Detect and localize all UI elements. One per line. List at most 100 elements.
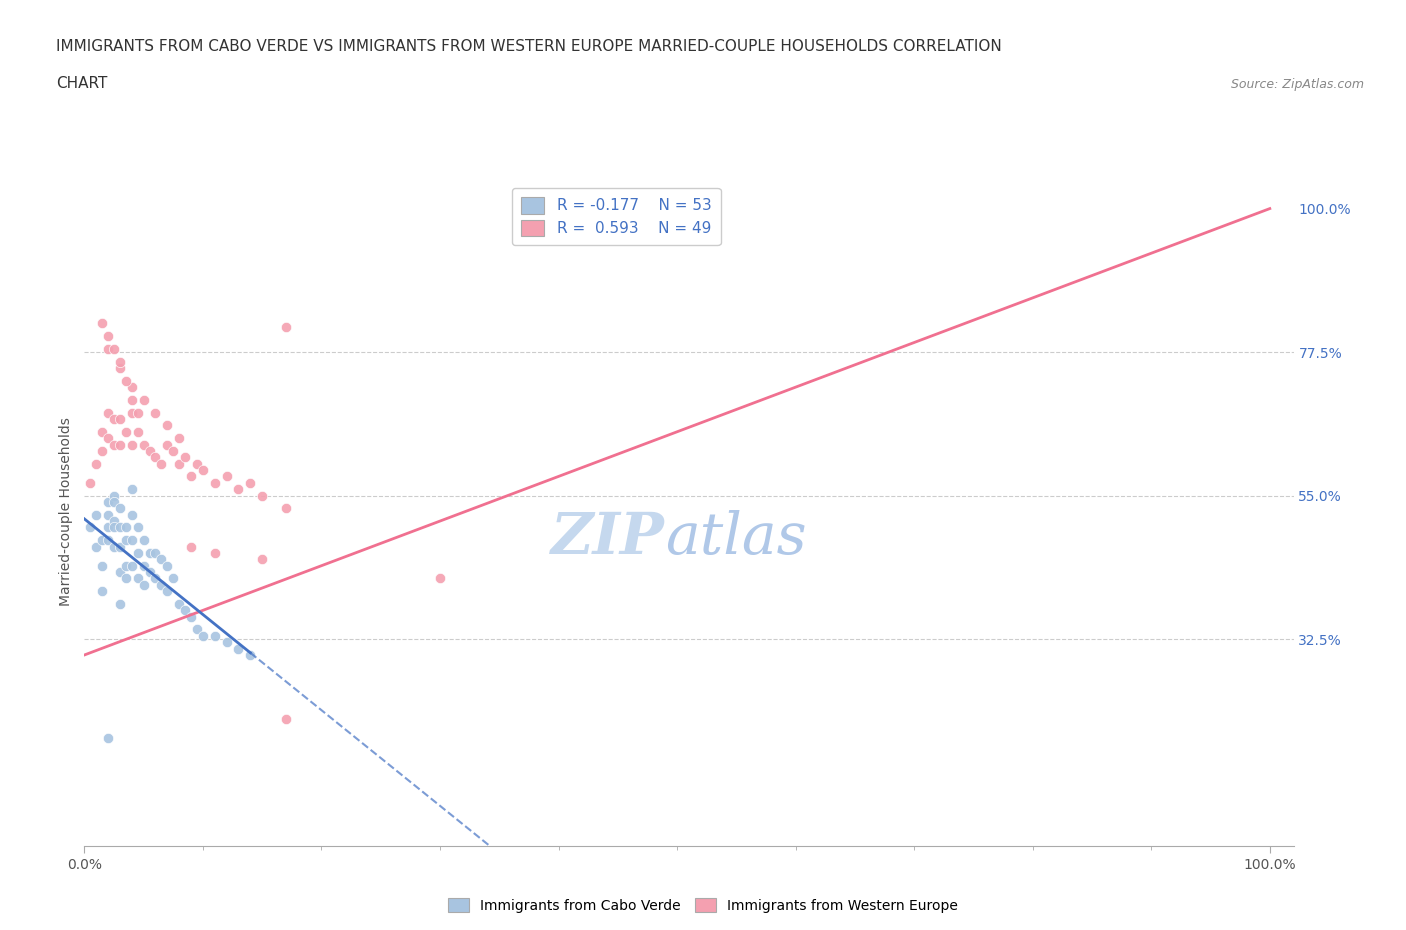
Point (228, 641, 250, 656)
Point (138, 444, 160, 458)
Point (127, 405, 149, 420)
Point (108, 354, 131, 369)
Point (186, 622, 208, 637)
Point (97, 431, 120, 445)
Point (97, 495, 120, 510)
Point (108, 361, 131, 376)
Point (167, 457, 190, 472)
Point (108, 565, 131, 579)
Point (97, 520, 120, 535)
Point (108, 520, 131, 535)
Point (250, 551, 273, 566)
Point (97, 341, 120, 356)
Legend: Immigrants from Cabo Verde, Immigrants from Western Europe: Immigrants from Cabo Verde, Immigrants f… (443, 893, 963, 919)
Point (103, 341, 125, 356)
Point (115, 558, 138, 573)
Point (79, 475, 101, 490)
Point (84, 539, 107, 554)
Point (162, 444, 184, 458)
Point (121, 379, 143, 394)
Point (191, 462, 214, 477)
Point (121, 482, 143, 497)
Point (121, 437, 143, 452)
Point (145, 571, 167, 586)
Text: ZIP: ZIP (551, 510, 665, 566)
Point (103, 520, 125, 535)
Point (103, 513, 125, 528)
Point (115, 533, 138, 548)
Point (167, 596, 190, 611)
Point (121, 405, 143, 420)
Point (115, 571, 138, 586)
Point (91, 533, 114, 548)
Point (191, 629, 214, 644)
Point (167, 431, 190, 445)
Point (108, 437, 131, 452)
Text: atlas: atlas (665, 510, 807, 566)
Point (180, 469, 202, 484)
Point (174, 603, 197, 618)
Point (145, 546, 167, 561)
Point (156, 437, 179, 452)
Point (127, 546, 149, 561)
Point (121, 533, 143, 548)
Point (103, 437, 125, 452)
Point (103, 412, 125, 427)
Point (150, 578, 173, 592)
Point (91, 424, 114, 439)
Point (121, 507, 143, 522)
Point (127, 520, 149, 535)
Point (145, 450, 167, 465)
Point (204, 629, 226, 644)
Point (162, 571, 184, 586)
Point (239, 647, 262, 662)
Point (250, 488, 273, 503)
Point (91, 316, 114, 331)
Point (145, 405, 167, 420)
Point (180, 609, 202, 624)
Point (186, 457, 208, 472)
Point (91, 444, 114, 458)
Point (121, 392, 143, 407)
Point (132, 578, 155, 592)
Point (180, 539, 202, 554)
Point (204, 546, 226, 561)
Point (429, 571, 451, 586)
Point (103, 539, 125, 554)
Point (274, 501, 297, 516)
Point (156, 558, 179, 573)
Point (274, 711, 297, 726)
Point (97, 533, 120, 548)
Point (108, 539, 131, 554)
Point (97, 328, 120, 343)
Point (156, 418, 179, 432)
Point (91, 584, 114, 599)
Point (108, 501, 131, 516)
Point (84, 457, 107, 472)
Text: CHART: CHART (56, 76, 108, 91)
Point (174, 450, 197, 465)
Point (132, 392, 155, 407)
Point (274, 319, 297, 334)
Point (79, 520, 101, 535)
Point (121, 558, 143, 573)
Point (132, 533, 155, 548)
Point (97, 730, 120, 745)
Point (215, 635, 238, 650)
Point (115, 520, 138, 535)
Text: Source: ZipAtlas.com: Source: ZipAtlas.com (1230, 78, 1364, 91)
Point (132, 437, 155, 452)
Point (115, 373, 138, 388)
Point (215, 469, 238, 484)
Point (138, 565, 160, 579)
Point (127, 571, 149, 586)
Y-axis label: Married-couple Households: Married-couple Households (59, 417, 73, 606)
Legend: R = -0.177    N = 53, R =  0.593    N = 49: R = -0.177 N = 53, R = 0.593 N = 49 (512, 188, 720, 246)
Point (108, 412, 131, 427)
Point (127, 424, 149, 439)
Point (103, 488, 125, 503)
Point (115, 424, 138, 439)
Point (204, 475, 226, 490)
Point (97, 507, 120, 522)
Point (138, 546, 160, 561)
